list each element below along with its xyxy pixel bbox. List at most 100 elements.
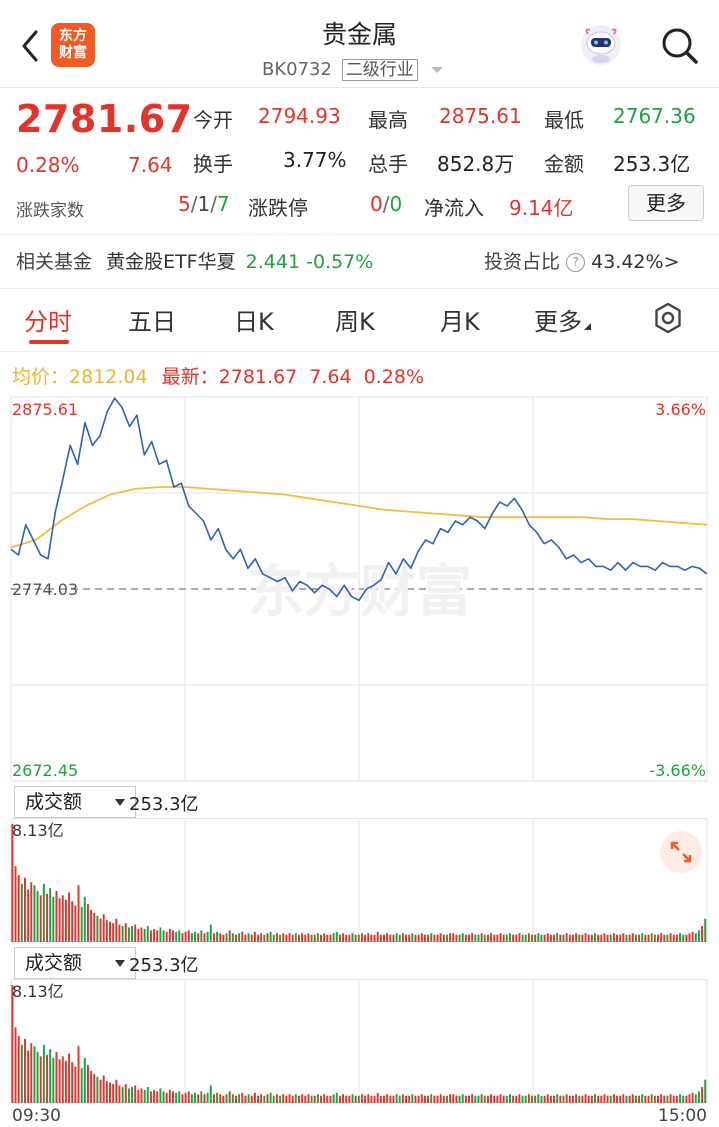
volume-bar bbox=[30, 882, 33, 942]
robot-avatar-icon[interactable] bbox=[580, 24, 622, 66]
volume-bar bbox=[398, 1095, 401, 1103]
volume-bar bbox=[184, 931, 187, 942]
volume-bar bbox=[408, 1095, 411, 1103]
volume-bar bbox=[231, 1094, 234, 1103]
volume-bar bbox=[647, 1095, 650, 1103]
volume-bar bbox=[446, 1095, 448, 1103]
volume-bar bbox=[622, 933, 625, 942]
volume-bar bbox=[212, 1094, 215, 1103]
volume-bar bbox=[168, 1089, 171, 1103]
tab-more[interactable]: 更多 bbox=[534, 302, 591, 337]
volume-bar bbox=[294, 1094, 297, 1103]
volume-bar bbox=[332, 1094, 335, 1103]
volume-bar bbox=[153, 1089, 156, 1103]
tab-five-day[interactable]: 五日 bbox=[128, 308, 176, 336]
volume-bar bbox=[483, 934, 486, 942]
volume-bar bbox=[345, 1095, 348, 1103]
volume-bar bbox=[527, 1094, 530, 1103]
fund-change: -0.57% bbox=[306, 251, 374, 273]
volume-bar bbox=[27, 889, 30, 942]
volume-indicator-select-2[interactable]: 成交额 bbox=[14, 947, 136, 979]
volume-bar bbox=[24, 1038, 26, 1103]
volume-bar bbox=[559, 1095, 562, 1103]
volume-bar bbox=[181, 933, 184, 942]
volume-bar bbox=[93, 1073, 96, 1103]
volume-bar bbox=[370, 934, 373, 942]
volume-bar bbox=[562, 934, 565, 942]
netflow-label: 净流入 bbox=[424, 196, 484, 220]
volume-bar bbox=[638, 934, 641, 942]
board-code-text: BK0732 bbox=[262, 59, 332, 80]
turnover-label: 换手 bbox=[193, 152, 233, 176]
latest-value: 2781.67 bbox=[218, 366, 298, 388]
volume-bar bbox=[483, 1095, 486, 1103]
volume-bar bbox=[531, 934, 533, 942]
back-icon[interactable] bbox=[16, 26, 46, 66]
volume-label: 总手 bbox=[368, 152, 408, 176]
volume-bar bbox=[190, 933, 193, 942]
volume-bar bbox=[17, 874, 20, 942]
volume-bar bbox=[58, 898, 61, 942]
volume-bar bbox=[650, 1094, 653, 1103]
board-code[interactable]: BK0732 二级行业 bbox=[262, 55, 444, 81]
volume-bar bbox=[565, 933, 568, 942]
volume-bar bbox=[80, 1068, 83, 1103]
volume-bar bbox=[351, 1094, 354, 1103]
volume-bar bbox=[316, 1094, 319, 1103]
volume-bar bbox=[584, 933, 587, 942]
settings-icon[interactable] bbox=[652, 302, 684, 334]
volume-bar bbox=[291, 934, 294, 942]
volume-bar bbox=[468, 934, 470, 942]
low-label: 最低 bbox=[544, 108, 584, 132]
volume-bar bbox=[669, 1094, 672, 1103]
high-value: 2875.61 bbox=[439, 104, 522, 128]
volume-bar bbox=[628, 934, 631, 942]
chevron-right-icon: > bbox=[663, 251, 680, 273]
volume-bar bbox=[701, 1086, 704, 1103]
volume-indicator-select[interactable]: 成交额 bbox=[14, 786, 136, 818]
volume-bar bbox=[464, 934, 467, 942]
expand-icon[interactable] bbox=[660, 831, 702, 873]
volume-bar bbox=[694, 1094, 697, 1103]
volume-bar bbox=[304, 934, 307, 942]
tab-intraday[interactable]: 分时 bbox=[24, 308, 72, 336]
volume-bar bbox=[420, 933, 423, 942]
volume-bar bbox=[96, 915, 99, 942]
search-icon[interactable] bbox=[659, 25, 701, 67]
volume-bar bbox=[490, 1094, 493, 1103]
volume-bar bbox=[247, 933, 250, 942]
volume-bar bbox=[42, 1044, 45, 1103]
volume-bar bbox=[216, 931, 219, 942]
volume-bar bbox=[679, 1094, 682, 1103]
volume-bar bbox=[379, 1095, 382, 1103]
volume-bar bbox=[187, 930, 190, 942]
volume-bar bbox=[647, 934, 650, 942]
tab-weekly-k[interactable]: 周K bbox=[335, 308, 375, 336]
volume-bar bbox=[20, 1044, 23, 1103]
volume-bar bbox=[244, 934, 247, 942]
volume-bar bbox=[297, 1095, 300, 1103]
more-button[interactable]: 更多 bbox=[628, 185, 704, 221]
volume-bar bbox=[609, 934, 612, 942]
volume-bar bbox=[156, 930, 159, 942]
tab-monthly-k[interactable]: 月K bbox=[440, 308, 480, 336]
volume-bar bbox=[411, 1094, 414, 1103]
investment-ratio[interactable]: 投资占比 ? 43.42%> bbox=[484, 247, 679, 274]
volume-bar bbox=[329, 1095, 332, 1103]
volume-bar bbox=[203, 1094, 206, 1103]
volume-bar bbox=[269, 1092, 272, 1103]
volume-bar bbox=[52, 1057, 55, 1103]
volume-chart[interactable]: 8.13亿 bbox=[0, 818, 719, 942]
related-fund-row[interactable]: 相关基金 黄金股ETF华夏 2.441 -0.57% bbox=[16, 247, 706, 275]
tab-daily-k[interactable]: 日K bbox=[234, 308, 274, 336]
volume-bar bbox=[55, 1052, 58, 1103]
volume-bar bbox=[266, 1094, 269, 1103]
volume-bar bbox=[474, 934, 477, 942]
fund-label: 相关基金 bbox=[16, 251, 93, 273]
intraday-chart[interactable]: 东方财富 2875.61 2774.03 2672.45 3.66% -3.66… bbox=[0, 396, 719, 782]
volume-chart-2[interactable]: 8.13亿 bbox=[0, 979, 719, 1103]
volume-bar bbox=[275, 933, 278, 942]
volume-bar bbox=[660, 1094, 663, 1103]
y-axis-min: 2672.45 bbox=[12, 761, 78, 780]
volume-bar bbox=[641, 933, 644, 942]
